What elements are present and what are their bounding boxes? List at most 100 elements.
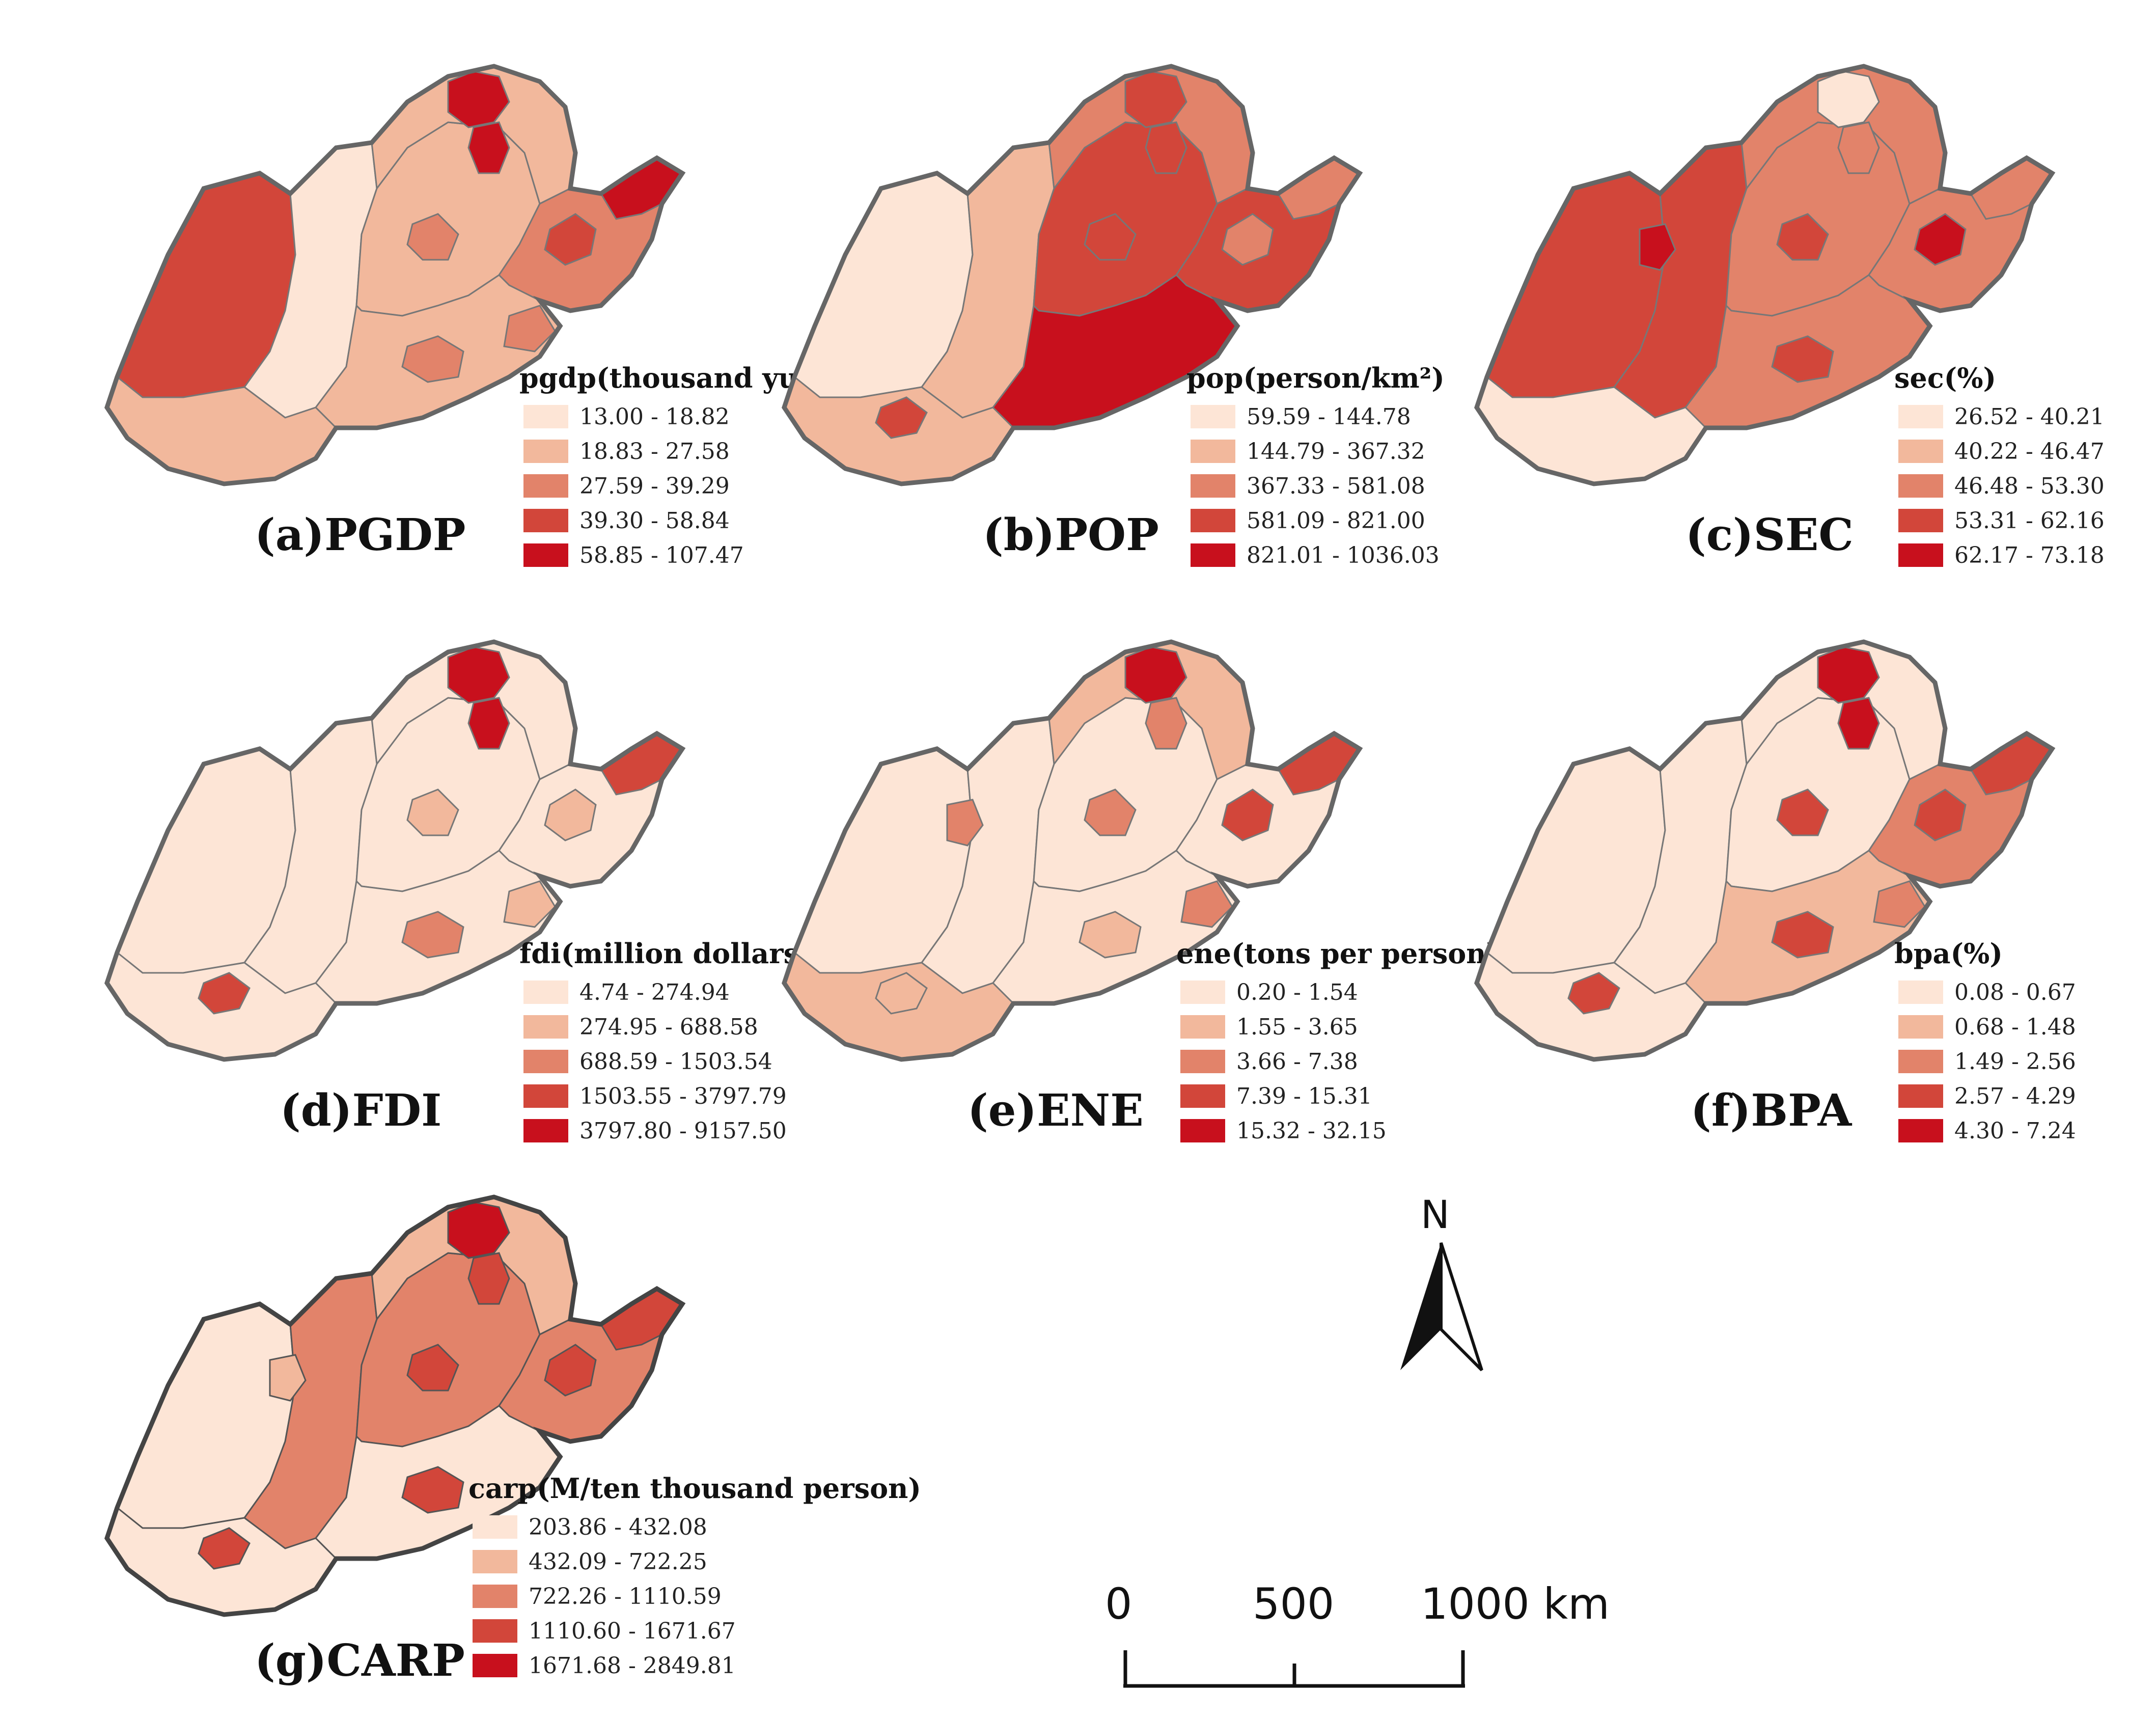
legend-class: 0.20 - 1.54 xyxy=(1176,975,1499,1010)
legend-class: 821.01 - 1036.03 xyxy=(1186,538,1445,573)
legend-swatch xyxy=(1180,1015,1225,1039)
legend-label: 3.66 - 7.38 xyxy=(1236,1048,1358,1075)
legend-label: 59.59 - 144.78 xyxy=(1247,403,1411,430)
legend-label: 0.08 - 0.67 xyxy=(1954,979,2076,1005)
legend-label: 18.83 - 27.58 xyxy=(579,438,730,465)
legend-label: 367.33 - 581.08 xyxy=(1247,473,1425,499)
legend-swatch xyxy=(1898,1050,1943,1073)
legend-class: 722.26 - 1110.59 xyxy=(468,1579,921,1614)
legend-label: 27.59 - 39.29 xyxy=(579,473,730,499)
legend-class: 1671.68 - 2849.81 xyxy=(468,1648,921,1683)
legend-title: sec(%) xyxy=(1894,362,1997,394)
legend-class: 46.48 - 53.30 xyxy=(1894,469,2105,503)
panel-c: sec(%) 26.52 - 40.21 40.22 - 46.47 46.48… xyxy=(1421,20,2134,570)
panel-label: (c)SEC xyxy=(1685,509,1854,561)
legend-class: 581.09 - 821.00 xyxy=(1186,503,1445,538)
legend-swatch xyxy=(523,1015,568,1039)
legend-class: 1503.55 - 3797.79 xyxy=(519,1079,812,1113)
legend-swatch xyxy=(523,509,568,532)
legend-class: 27.59 - 39.29 xyxy=(519,469,849,503)
legend-swatch xyxy=(1898,474,1943,498)
legend-swatch xyxy=(1191,405,1235,428)
legend-label: 1671.68 - 2849.81 xyxy=(529,1652,736,1679)
legend-swatch xyxy=(1898,1084,1943,1108)
legend-swatch xyxy=(1191,474,1235,498)
legend-title: bpa(%) xyxy=(1894,937,2003,970)
legend-class: 13.00 - 18.82 xyxy=(519,399,849,434)
legend-label: 821.01 - 1036.03 xyxy=(1247,542,1440,568)
legend-f: bpa(%) 0.08 - 0.67 0.68 - 1.48 1.49 - 2.… xyxy=(1894,937,2076,1148)
legend-label: 40.22 - 46.47 xyxy=(1954,438,2105,465)
legend-label: 3797.80 - 9157.50 xyxy=(579,1118,787,1144)
legend-label: 0.20 - 1.54 xyxy=(1236,979,1358,1005)
legend-swatch xyxy=(1180,1119,1225,1142)
legend-label: 722.26 - 1110.59 xyxy=(529,1583,722,1610)
scale-label-500: 500 xyxy=(1253,1579,1335,1629)
legend-class: 18.83 - 27.58 xyxy=(519,434,849,469)
legend-class: 3797.80 - 9157.50 xyxy=(519,1113,812,1148)
panel-label: (e)ENE xyxy=(968,1085,1144,1136)
legend-swatch xyxy=(1180,1084,1225,1108)
legend-class: 1.49 - 2.56 xyxy=(1894,1044,2076,1079)
panel-a: pgdp(thousand yuan) 13.00 - 18.82 18.83 … xyxy=(51,20,849,570)
legend-swatch xyxy=(473,1585,517,1608)
legend-swatch xyxy=(523,1050,568,1073)
legend-swatch xyxy=(523,440,568,463)
legend-label: 1503.55 - 3797.79 xyxy=(579,1083,787,1109)
panel-label: (g)CARP xyxy=(255,1635,465,1686)
legend-swatch xyxy=(1898,543,1943,567)
legend-class: 4.74 - 274.94 xyxy=(519,975,812,1010)
legend-e: ene(tons per person) 0.20 - 1.54 1.55 - … xyxy=(1176,937,1499,1148)
legend-class: 59.59 - 144.78 xyxy=(1186,399,1445,434)
legend-label: 688.59 - 1503.54 xyxy=(579,1048,772,1075)
legend-title: carp(M/ten thousand person) xyxy=(468,1472,921,1505)
legend-title: fdi(million dollars) xyxy=(519,937,812,970)
north-letter: N xyxy=(1421,1192,1450,1237)
legend-label: 26.52 - 40.21 xyxy=(1954,403,2105,430)
legend-label: 432.09 - 722.25 xyxy=(529,1548,707,1575)
legend-class: 58.85 - 107.47 xyxy=(519,538,849,573)
legend-class: 3.66 - 7.38 xyxy=(1176,1044,1499,1079)
legend-label: 62.17 - 73.18 xyxy=(1954,542,2105,568)
legend-class: 432.09 - 722.25 xyxy=(468,1544,921,1579)
legend-swatch xyxy=(1191,543,1235,567)
legend-class: 40.22 - 46.47 xyxy=(1894,434,2105,469)
legend-label: 0.68 - 1.48 xyxy=(1954,1014,2076,1040)
legend-label: 7.39 - 15.31 xyxy=(1236,1083,1372,1109)
legend-swatch xyxy=(1180,980,1225,1004)
legend-label: 203.86 - 432.08 xyxy=(529,1514,707,1540)
legend-label: 274.95 - 688.58 xyxy=(579,1014,758,1040)
legend-swatch xyxy=(473,1515,517,1539)
legend-class: 0.68 - 1.48 xyxy=(1894,1010,2076,1044)
legend-title: ene(tons per person) xyxy=(1176,937,1500,970)
panel-g: carp(M/ten thousand person) 203.86 - 432… xyxy=(51,1151,921,1701)
legend-label: 1.55 - 3.65 xyxy=(1236,1014,1358,1040)
legend-swatch xyxy=(1898,509,1943,532)
north-arrow-icon xyxy=(1400,1242,1483,1372)
panel-label: (a)PGDP xyxy=(255,509,466,561)
legend-class: 1.55 - 3.65 xyxy=(1176,1010,1499,1044)
legend-swatch xyxy=(473,1654,517,1677)
panel-f: bpa(%) 0.08 - 0.67 0.68 - 1.48 1.49 - 2.… xyxy=(1421,596,2134,1146)
legend-label: 4.30 - 7.24 xyxy=(1954,1118,2076,1144)
legend-swatch xyxy=(473,1550,517,1573)
legend-label: 39.30 - 58.84 xyxy=(579,507,730,534)
legend-class: 0.08 - 0.67 xyxy=(1894,975,2076,1010)
legend-class: 15.32 - 32.15 xyxy=(1176,1113,1499,1148)
legend-class: 274.95 - 688.58 xyxy=(519,1010,812,1044)
legend-class: 144.79 - 367.32 xyxy=(1186,434,1445,469)
legend-class: 39.30 - 58.84 xyxy=(519,503,849,538)
legend-label: 4.74 - 274.94 xyxy=(579,979,730,1005)
legend-b: pop(person/km²) 59.59 - 144.78 144.79 - … xyxy=(1186,362,1445,573)
legend-class: 1110.60 - 1671.67 xyxy=(468,1614,921,1648)
legend-d: fdi(million dollars) 4.74 - 274.94 274.9… xyxy=(519,937,812,1148)
legend-label: 581.09 - 821.00 xyxy=(1247,507,1425,534)
legend-swatch xyxy=(1191,509,1235,532)
legend-class: 203.86 - 432.08 xyxy=(468,1510,921,1544)
legend-swatch xyxy=(523,1084,568,1108)
legend-class: 688.59 - 1503.54 xyxy=(519,1044,812,1079)
legend-label: 58.85 - 107.47 xyxy=(579,542,744,568)
legend-swatch xyxy=(523,405,568,428)
panel-d: fdi(million dollars) 4.74 - 274.94 274.9… xyxy=(51,596,812,1146)
legend-label: 46.48 - 53.30 xyxy=(1954,473,2105,499)
